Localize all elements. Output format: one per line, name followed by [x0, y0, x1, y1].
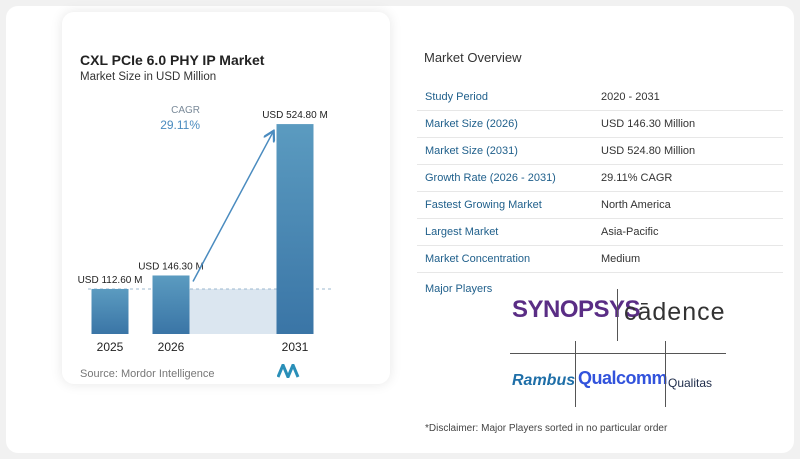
row-value: USD 524.80 Million	[593, 137, 783, 165]
data-label-2025: USD 112.60 M	[78, 275, 143, 286]
row-key: Largest Market	[417, 218, 593, 246]
x-tick-2025: 2025	[97, 340, 124, 354]
row-key: Market Size (2031)	[417, 137, 593, 165]
table-row: Largest Market Asia-Pacific	[417, 218, 783, 246]
cadence-logo: cādence	[624, 298, 726, 326]
bar-2026	[152, 275, 190, 334]
chart-card: CXL PCIe 6.0 PHY IP Market Market Size i…	[62, 12, 390, 384]
row-key: Market Concentration	[417, 245, 593, 273]
table-row: Study Period 2020 - 2031	[417, 84, 783, 111]
cagr-label: CAGR	[171, 105, 200, 116]
row-key: Growth Rate (2026 - 2031)	[417, 164, 593, 192]
row-value: 2020 - 2031	[593, 84, 783, 111]
data-label-2031: USD 524.80 M	[262, 110, 328, 121]
logo-divider	[665, 341, 666, 407]
market-overview-table: Study Period 2020 - 2031 Market Size (202…	[417, 84, 783, 273]
table-row: Market Concentration Medium	[417, 245, 783, 273]
qualitas-logo: Qualitas	[668, 376, 713, 390]
row-key: Market Size (2026)	[417, 110, 593, 138]
data-label-2026: USD 146.30 M	[138, 261, 204, 272]
table-row: Fastest Growing Market North America	[417, 191, 783, 219]
qualcomm-logo: Qualcomm	[578, 368, 668, 388]
bar-2031	[276, 124, 314, 334]
disclaimer-text: *Disclaimer: Major Players sorted in no …	[425, 423, 668, 434]
table-row: Growth Rate (2026 - 2031) 29.11% CAGR	[417, 164, 783, 192]
major-players-label: Major Players	[425, 283, 493, 295]
logo-divider	[510, 353, 726, 354]
bar-2025	[91, 288, 129, 334]
row-value: USD 146.30 Million	[593, 110, 783, 138]
chart-title: CXL PCIe 6.0 PHY IP Market	[80, 52, 265, 68]
row-value: Asia-Pacific	[593, 218, 783, 246]
cagr-arrow	[192, 132, 273, 282]
mordor-intelligence-logo-icon	[277, 364, 300, 378]
row-key: Fastest Growing Market	[417, 191, 593, 219]
x-tick-2031: 2031	[282, 340, 309, 354]
market-overview-title: Market Overview	[424, 50, 522, 65]
row-value: Medium	[593, 245, 783, 273]
rambus-logo: Rambus	[512, 372, 576, 389]
row-value: North America	[593, 191, 783, 219]
x-tick-2026: 2026	[158, 340, 185, 354]
row-key: Study Period	[417, 84, 593, 111]
row-value: 29.11% CAGR	[593, 164, 783, 192]
cagr-value: 29.11%	[160, 118, 200, 132]
logo-divider	[575, 341, 576, 407]
synopsys-logo: SYNOPSYS	[512, 296, 641, 323]
table-row: Market Size (2031) USD 524.80 Million	[417, 137, 783, 165]
logo-divider	[617, 289, 618, 341]
bar-chart: USD 112.60 M USD 146.30 M USD 524.80 M 202…	[78, 105, 332, 354]
source-label: Source: Mordor Intelligence	[80, 368, 215, 380]
chart-subtitle: Market Size in USD Million	[80, 71, 217, 83]
table-row: Market Size (2026) USD 146.30 Million	[417, 110, 783, 138]
